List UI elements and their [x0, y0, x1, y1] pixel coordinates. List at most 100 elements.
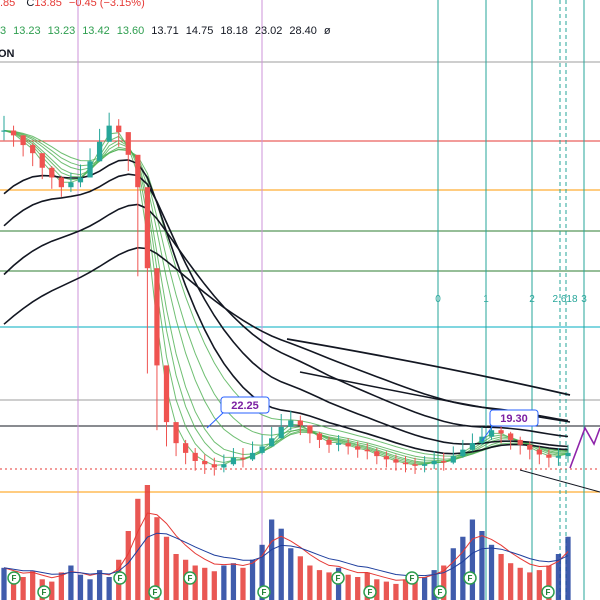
volume-bar [30, 571, 36, 600]
callout-label: 19.30 [500, 413, 528, 425]
candle-body [221, 464, 227, 468]
candle-body [249, 452, 256, 460]
candle-body [20, 135, 26, 146]
candle-body [546, 454, 552, 458]
fib-time-label: 0 [435, 294, 441, 305]
candle-body [125, 132, 131, 155]
candle-body [383, 456, 390, 460]
event-marker [331, 571, 345, 585]
volume-bar [163, 536, 170, 600]
candle-body [49, 167, 55, 178]
candle-body [77, 177, 84, 183]
callout-label: 22.25 [231, 400, 259, 412]
volume-bar [393, 583, 399, 600]
volume-bar [441, 565, 447, 600]
event-marker [37, 585, 51, 599]
candle-body [259, 446, 265, 453]
volume-bar [49, 581, 55, 600]
volume-bar [374, 579, 380, 600]
volume-bar [450, 548, 456, 600]
volume-bar [402, 579, 409, 600]
volume-bar [488, 544, 495, 600]
event-marker [257, 585, 271, 599]
candle-body [211, 464, 217, 468]
ema-slow-line [3, 173, 569, 448]
candle-body [508, 433, 514, 440]
volume-bar [10, 574, 17, 600]
candle-body [58, 177, 64, 188]
candle-body [498, 430, 504, 434]
volume-bar [498, 554, 504, 600]
fib-time-label: 3 [581, 294, 587, 305]
candle-body [39, 153, 45, 168]
candle-body [230, 457, 237, 465]
candle-body [30, 145, 36, 154]
volume-ma-line [3, 532, 569, 577]
event-marker-label: F [546, 588, 551, 597]
event-marker [363, 585, 377, 599]
candle-body [565, 452, 571, 457]
event-marker [463, 571, 477, 585]
volume-bar [68, 565, 74, 600]
event-marker-label: F [12, 574, 17, 583]
candle-body [450, 456, 456, 463]
candle-body [345, 443, 351, 447]
ema-slow-line [3, 246, 569, 422]
volume-bar [527, 572, 533, 600]
event-marker-label: F [153, 588, 158, 597]
candle-body [68, 182, 74, 188]
fib-time-label: 2.618 [552, 294, 577, 305]
candle-body [412, 464, 418, 466]
candle-body [402, 462, 409, 465]
volume-bar [269, 519, 275, 600]
candle-body [240, 457, 246, 460]
candle-body [364, 449, 370, 452]
volume-bar [58, 572, 64, 600]
candle-body [163, 365, 170, 423]
candle-body [527, 444, 533, 450]
candle-body [479, 436, 485, 444]
event-marker-label: F [368, 588, 373, 597]
candle-body [307, 425, 313, 434]
volume-bar [202, 567, 208, 600]
candle-body [173, 422, 179, 444]
volume-bar [546, 565, 552, 600]
candle-body [326, 439, 332, 445]
callout-pointer [481, 423, 495, 442]
candle-body [421, 464, 428, 466]
candle-body [135, 154, 141, 188]
candle-body [278, 426, 284, 439]
fib-time-label: 1 [483, 294, 489, 305]
candle-body [536, 449, 542, 455]
event-marker-label: F [262, 588, 267, 597]
candle-body [144, 187, 151, 269]
volume-bar [536, 570, 542, 600]
event-marker [183, 571, 197, 585]
candle-body [555, 456, 562, 458]
event-marker-label: F [188, 574, 193, 583]
volume-bar [316, 570, 323, 600]
candle-body [154, 268, 160, 366]
volume-bar [288, 548, 294, 600]
projection-path [569, 426, 600, 469]
volume-bar [1, 567, 7, 600]
event-marker-label: F [468, 574, 473, 583]
event-marker-label: F [42, 588, 47, 597]
fib-time-label: 2 [529, 294, 535, 305]
ema-slow-line [3, 159, 569, 455]
candle-body [316, 433, 323, 440]
event-marker [113, 571, 127, 585]
event-marker-label: F [336, 574, 341, 583]
candle-body [374, 451, 380, 457]
candle-body [87, 161, 93, 178]
event-marker-label: F [118, 574, 123, 583]
candle-body [469, 443, 476, 450]
volume-bar [144, 485, 151, 600]
candle-body [460, 449, 466, 457]
volume-bar [87, 579, 93, 600]
candle-body [441, 460, 447, 463]
candle-body [202, 460, 208, 465]
volume-bar [355, 577, 361, 600]
